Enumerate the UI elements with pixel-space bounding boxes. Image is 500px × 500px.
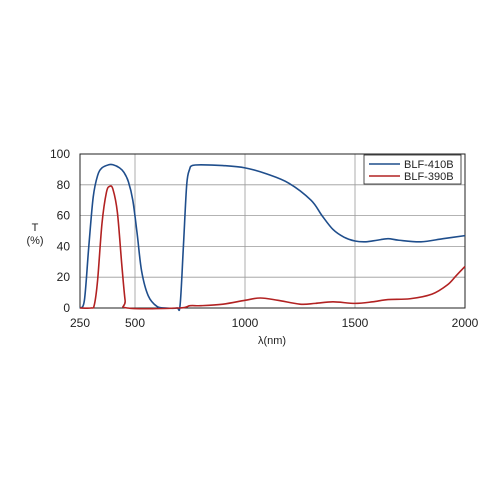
y-axis-label-t: T — [32, 222, 39, 234]
legend-label-blf-410b: BLF-410B — [404, 159, 454, 171]
x-tick-label: 1500 — [342, 316, 369, 330]
series-line-blf-390b — [79, 185, 466, 310]
legend: BLF-410B BLF-390B — [363, 154, 462, 185]
x-axis-label: λ(nm) — [258, 335, 286, 347]
legend-label-blf-390b: BLF-390B — [404, 171, 454, 183]
x-tick-labels: 250 500 1000 1500 2000 — [70, 316, 479, 330]
y-tick-label: 20 — [57, 270, 71, 284]
y-tick-label: 80 — [57, 178, 71, 192]
y-tick-label: 40 — [57, 239, 71, 253]
y-axis-label-unit: (%) — [26, 235, 43, 247]
x-tick-label: 1000 — [232, 316, 259, 330]
y-tick-labels: 0 20 40 60 80 100 — [50, 147, 70, 315]
y-tick-label: 100 — [50, 147, 70, 161]
series-line-blf-410b — [79, 163, 466, 312]
x-tick-label: 250 — [70, 316, 90, 330]
legend-box — [363, 154, 462, 185]
y-tick-label: 0 — [63, 301, 70, 315]
y-tick-label: 60 — [57, 209, 71, 223]
grid — [80, 154, 465, 308]
plot-frame — [79, 153, 466, 309]
x-tick-label: 500 — [125, 316, 145, 330]
x-tick-label: 2000 — [452, 316, 479, 330]
series-lines — [79, 163, 466, 312]
